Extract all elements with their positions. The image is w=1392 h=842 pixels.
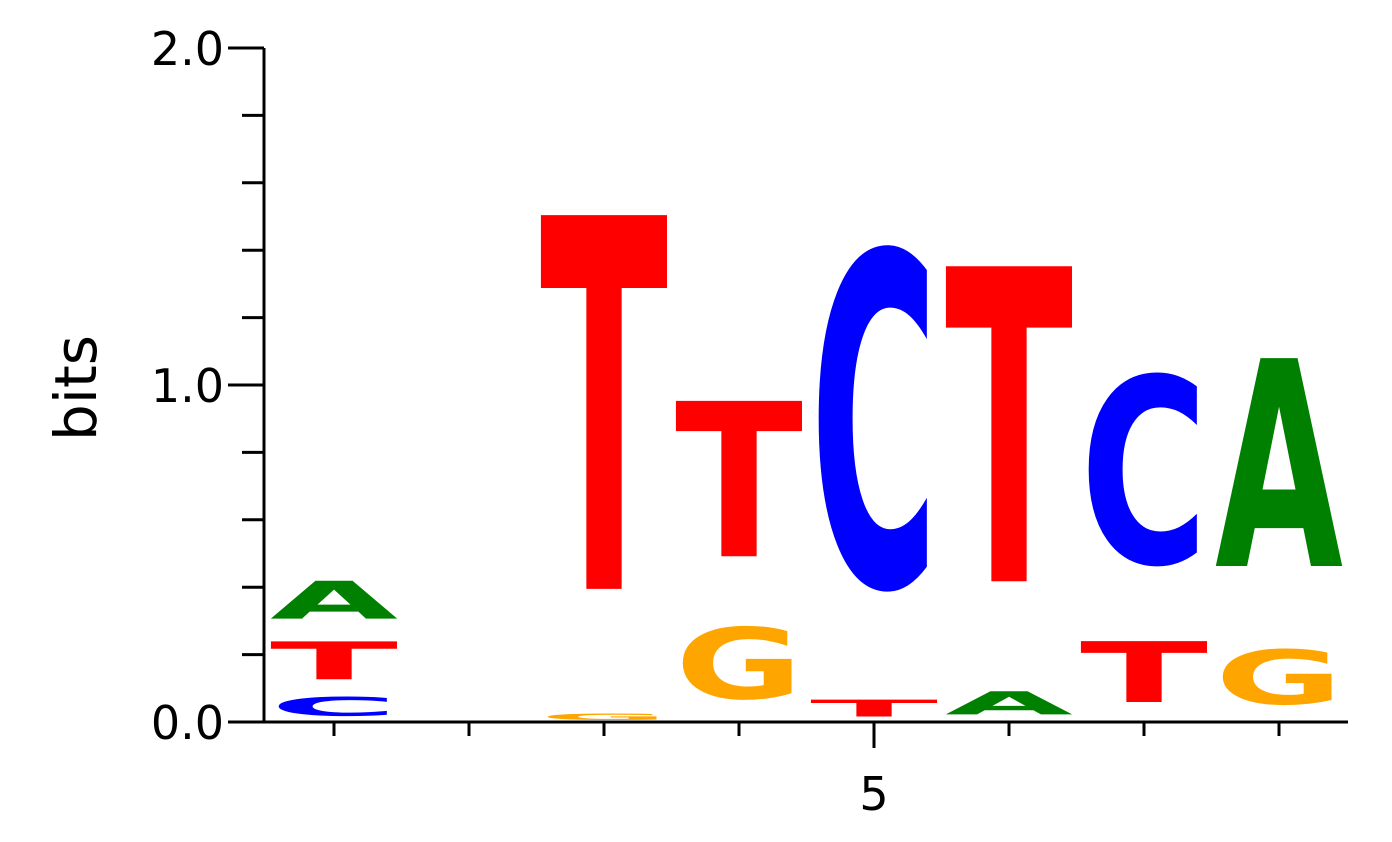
x-tick-label: 5 — [859, 767, 888, 821]
glyph-T: T — [1080, 625, 1208, 722]
y-axis: 0.0 1.0 2.0 — [151, 22, 266, 750]
letter-A-pos-8: A — [1215, 302, 1343, 634]
y-axis-label: bits — [42, 335, 110, 441]
glyph-G: G — [1215, 634, 1343, 722]
letter-T-pos-7: T — [1080, 625, 1208, 722]
letter-A-pos-6: A — [945, 685, 1073, 722]
letter-T-pos-4: T — [675, 360, 803, 607]
glyph-A: A — [270, 570, 398, 631]
letter-G-pos-3: G — [540, 712, 668, 722]
glyph-C: C — [810, 160, 938, 694]
glyph-T: T — [540, 115, 669, 711]
y-tick-label: 0.0 — [151, 696, 224, 750]
glyph-G: G — [540, 712, 668, 722]
glyph-T: T — [945, 180, 1074, 683]
letter-C-pos-7: C — [1080, 324, 1208, 623]
glyph-C: C — [1080, 324, 1208, 623]
glyph-A: A — [1215, 302, 1343, 634]
y-tick-label: 2.0 — [151, 22, 224, 76]
letter-G-pos-8: G — [1215, 634, 1343, 722]
y-tick-label: 1.0 — [151, 359, 224, 413]
letter-G-pos-4: G — [675, 607, 803, 721]
glyph-T: T — [675, 360, 803, 607]
letter-A-pos-1: A — [270, 570, 398, 631]
letter-C-pos-5: C — [810, 160, 938, 694]
letter-T-pos-6: T — [945, 180, 1074, 683]
letter-T-pos-3: T — [540, 115, 669, 711]
letter-T-pos-1: T — [270, 631, 398, 691]
glyph-A: A — [945, 685, 1073, 722]
letter-T-pos-5: T — [810, 695, 938, 722]
letter-C-pos-1: C — [270, 692, 398, 722]
glyph-T: T — [270, 631, 398, 691]
glyph-C: C — [270, 692, 398, 722]
glyph-G: G — [675, 607, 803, 721]
glyph-T: T — [810, 695, 938, 722]
x-axis: 5 — [264, 720, 1348, 821]
